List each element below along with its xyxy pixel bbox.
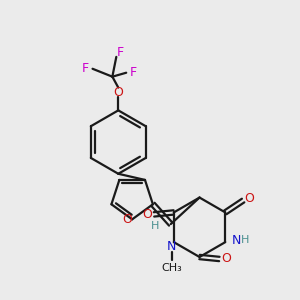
- Text: F: F: [117, 46, 124, 59]
- Text: N: N: [232, 234, 241, 247]
- Text: H: H: [151, 221, 159, 231]
- Text: O: O: [244, 192, 254, 205]
- Text: CH₃: CH₃: [161, 263, 182, 273]
- Text: F: F: [82, 62, 89, 75]
- Text: F: F: [130, 66, 137, 79]
- Text: H: H: [241, 235, 249, 245]
- Text: O: O: [122, 213, 132, 226]
- Text: O: O: [113, 86, 123, 99]
- Text: O: O: [221, 253, 231, 266]
- Text: N: N: [167, 240, 176, 253]
- Text: O: O: [142, 208, 152, 221]
